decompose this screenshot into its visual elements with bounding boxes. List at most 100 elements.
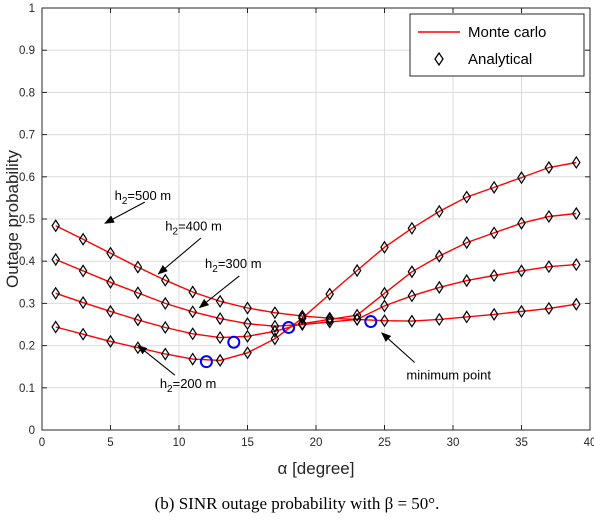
analytical-diamond bbox=[160, 347, 170, 361]
analytical-diamond bbox=[352, 263, 362, 278]
monte-carlo-line bbox=[55, 212, 577, 339]
analytical-diamond bbox=[270, 332, 280, 346]
analytical-diamond bbox=[380, 314, 389, 328]
analytical-diamond bbox=[407, 289, 417, 303]
analytical-diamond bbox=[106, 275, 115, 289]
analytical-diamond bbox=[462, 310, 472, 324]
minimum-point-markers bbox=[199, 315, 378, 369]
analytical-diamond bbox=[215, 353, 225, 367]
x-tick-label: 25 bbox=[378, 437, 391, 449]
minimum-point-circle bbox=[227, 335, 241, 349]
analytical-diamond bbox=[133, 313, 143, 327]
analytical-diamond bbox=[517, 171, 526, 185]
analytical-diamond bbox=[517, 216, 526, 230]
analytical-diamond bbox=[407, 314, 417, 328]
analytical-diamond bbox=[270, 319, 280, 333]
analytical-diamond bbox=[325, 311, 335, 325]
analytical-diamond bbox=[215, 311, 225, 326]
analytical-diamond bbox=[188, 285, 198, 299]
monte-carlo-line bbox=[55, 225, 577, 322]
y-axis-title: Outage probability bbox=[3, 150, 22, 288]
y-tick-label: 1 bbox=[29, 3, 35, 15]
annotations: h2=500 m h2=400 m h2=300 m h2=200 m minimum … bbox=[104, 188, 491, 395]
analytical-diamond bbox=[297, 311, 307, 325]
analytical-diamond bbox=[106, 334, 115, 348]
analytical-diamond bbox=[270, 324, 280, 338]
analytical-diamond bbox=[243, 329, 252, 343]
y-tick-label: 0.3 bbox=[19, 298, 35, 310]
analytical-diamond bbox=[106, 246, 115, 260]
legend: Monte carlo Analytical bbox=[409, 13, 585, 77]
analytical-diamond bbox=[51, 219, 61, 233]
analytical-diamond bbox=[78, 295, 88, 310]
x-tick-label: 10 bbox=[173, 437, 186, 449]
y-tick-label: 0.8 bbox=[19, 87, 35, 99]
analytical-diamond bbox=[407, 221, 417, 235]
analytical-diamond bbox=[243, 346, 252, 360]
analytical-diamond bbox=[489, 307, 499, 321]
analytical-diamond bbox=[571, 257, 581, 272]
analytical-diamond bbox=[462, 274, 472, 288]
analytical-diamond bbox=[489, 226, 499, 240]
analytical-diamond bbox=[106, 304, 115, 319]
analytical-diamond bbox=[325, 315, 335, 329]
analytical-diamond bbox=[517, 264, 526, 278]
y-tick-label: 0.4 bbox=[19, 256, 36, 268]
legend-label-monte-carlo: Monte carlo bbox=[468, 24, 546, 41]
analytical-diamond bbox=[51, 252, 61, 267]
annotation-arrow bbox=[104, 201, 146, 224]
analytical-diamond bbox=[78, 264, 88, 278]
y-tick-label: 0.5 bbox=[19, 214, 35, 226]
analytical-diamond bbox=[215, 330, 225, 345]
analytical-diamond bbox=[188, 352, 198, 366]
analytical-diamond bbox=[160, 273, 170, 287]
analytical-diamond bbox=[544, 301, 554, 316]
axis-ticks: 0 5 10 15 20 25 30 35 40 0 0.1 0.2 0.3 0.4 0.5 0.6 0.7 0.… bbox=[19, 3, 594, 449]
analytical-diamond bbox=[544, 209, 554, 224]
analytical-diamond bbox=[462, 190, 472, 204]
analytical-diamond bbox=[188, 327, 198, 341]
analytical-diamond bbox=[407, 265, 417, 279]
annotation-label: h2=300 m bbox=[205, 256, 262, 275]
annotation-arrow bbox=[157, 237, 202, 275]
figure-caption: (b) SINR outage probability with β = 50°… bbox=[154, 494, 440, 513]
analytical-diamond bbox=[571, 206, 581, 221]
analytical-diamond bbox=[215, 294, 225, 308]
x-tick-label: 15 bbox=[241, 437, 254, 449]
analytical-diamond bbox=[51, 320, 61, 334]
x-axis-title: α [degree] bbox=[278, 459, 355, 478]
analytical-diamond bbox=[544, 260, 554, 274]
analytical-diamond bbox=[243, 317, 252, 331]
annotation-arrow bbox=[381, 332, 416, 363]
x-tick-label: 35 bbox=[515, 437, 528, 449]
analytical-diamond bbox=[51, 286, 61, 300]
annotation-arrow bbox=[198, 275, 240, 309]
legend-diamond-swatch bbox=[434, 51, 444, 67]
analytical-diamond bbox=[380, 286, 389, 300]
analytical-diamond bbox=[489, 268, 499, 283]
minimum-point-circle bbox=[282, 320, 296, 334]
annotation-arrow bbox=[137, 344, 176, 376]
annotation-label: h2=500 m bbox=[115, 188, 172, 207]
x-tick-label: 40 bbox=[584, 437, 594, 449]
y-tick-label: 0.2 bbox=[19, 341, 35, 353]
annotation-label: minimum point bbox=[406, 367, 491, 382]
analytical-diamond bbox=[434, 249, 444, 263]
y-tick-label: 0.1 bbox=[19, 383, 35, 395]
x-tick-label: 20 bbox=[310, 437, 323, 449]
analytical-diamond bbox=[297, 309, 307, 323]
analytical-diamond bbox=[434, 280, 444, 294]
annotation-label: h2=400 m bbox=[165, 218, 222, 237]
analytical-diamond bbox=[160, 296, 170, 310]
analytical-diamond bbox=[380, 299, 389, 313]
analytical-diamond bbox=[188, 305, 198, 319]
grid-lines bbox=[42, 8, 590, 430]
analytical-diamond bbox=[243, 301, 252, 315]
analytical-diamond bbox=[133, 260, 143, 274]
y-tick-label: 0 bbox=[29, 425, 35, 437]
analytical-diamond bbox=[462, 236, 472, 250]
analytical-diamond bbox=[160, 320, 170, 335]
analytical-diamond bbox=[434, 312, 444, 327]
analytical-markers bbox=[51, 155, 581, 367]
analytical-diamond bbox=[544, 160, 554, 175]
